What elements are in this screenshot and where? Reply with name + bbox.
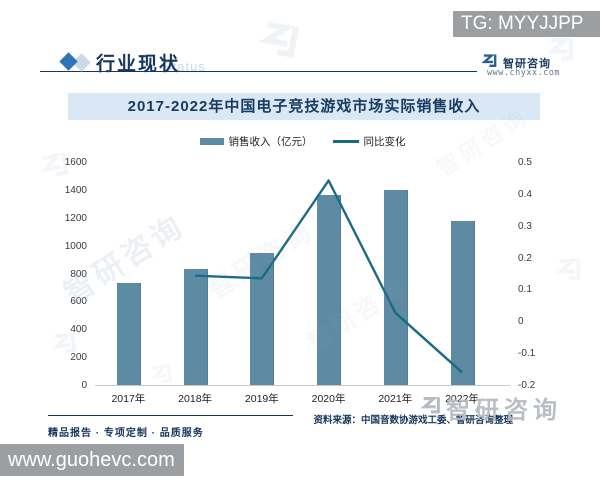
right-axis-tick: 0.4 [518,188,532,200]
brand-logo: 智研咨询 [481,52,551,74]
right-axis-tick: 0.5 [518,157,532,168]
left-axis-tick: 1200 [64,212,87,224]
bar-2019年 [250,252,275,385]
bar-2021年 [383,189,408,385]
brand-name: 智研咨询 [503,58,551,70]
zhiyan-logo-icon [481,52,498,74]
x-axis-label: 2018年 [178,393,213,405]
legend-label-line: 同比变化 [363,136,406,148]
legend-label-bar: 销售收入（亿元） [228,136,313,148]
left-axis-tick: 1400 [64,184,87,196]
header-divider [40,71,477,72]
x-axis-label: 2017年 [111,393,146,405]
plot-area [95,162,510,386]
legend-item-line: 同比变化 [332,134,406,149]
right-axis-tick: -0.1 [518,348,536,360]
left-axis-tick: 400 [70,324,87,336]
right-axis-tick: 0.2 [518,252,532,264]
x-axis-label: 2021年 [378,393,413,405]
right-axis-tick: -0.2 [518,380,536,391]
tg-contact-badge: TG: MYYJJPP [453,11,600,37]
site-url-badge: www.guohevc.com [0,444,184,476]
data-source: 资料来源：中国音数协游戏工委、智研咨询整理 [313,415,513,426]
brand-glyph-watermark [254,15,304,69]
left-axis-tick: 200 [70,352,87,364]
right-axis-tick: 0 [518,316,524,328]
diamond-icon [59,52,78,71]
chart-title: 2017-2022年中国电子竞技游戏市场实际销售收入 [68,93,540,120]
x-axis-label: 2020年 [311,393,346,405]
left-axis-tick: 1600 [64,157,87,168]
brand-url: www.chyxx.com [487,68,561,78]
brand-glyph-watermark [555,255,583,288]
left-axis-tick: 800 [70,268,87,280]
left-axis-tick: 1000 [64,240,87,252]
left-axis-tick: 0 [81,380,87,391]
bar-swatch-icon [199,138,224,145]
footer-divider [48,415,293,416]
x-axis-label: 2022年 [445,393,479,405]
legend-item-bar: 销售收入（亿元） [199,134,313,149]
bar-2017年 [116,283,141,385]
line-swatch-icon [332,140,359,143]
bar-2020年 [317,194,342,385]
bar-2022年 [450,220,475,385]
section-title: 行业现状 [96,54,181,75]
left-axis-tick: 600 [70,296,87,308]
right-axis-tick: 0.1 [518,284,532,296]
status-watermark-text: Status [163,59,206,74]
x-axis-label: 2019年 [244,393,279,405]
yoy-line [195,179,463,374]
chart-legend: 销售收入（亿元） 同比变化 [95,134,510,149]
footer-tagline: 精品报告 · 专项定制 · 品质服务 [48,428,204,439]
right-axis-tick: 0.3 [518,220,532,232]
bar-2018年 [183,268,208,385]
